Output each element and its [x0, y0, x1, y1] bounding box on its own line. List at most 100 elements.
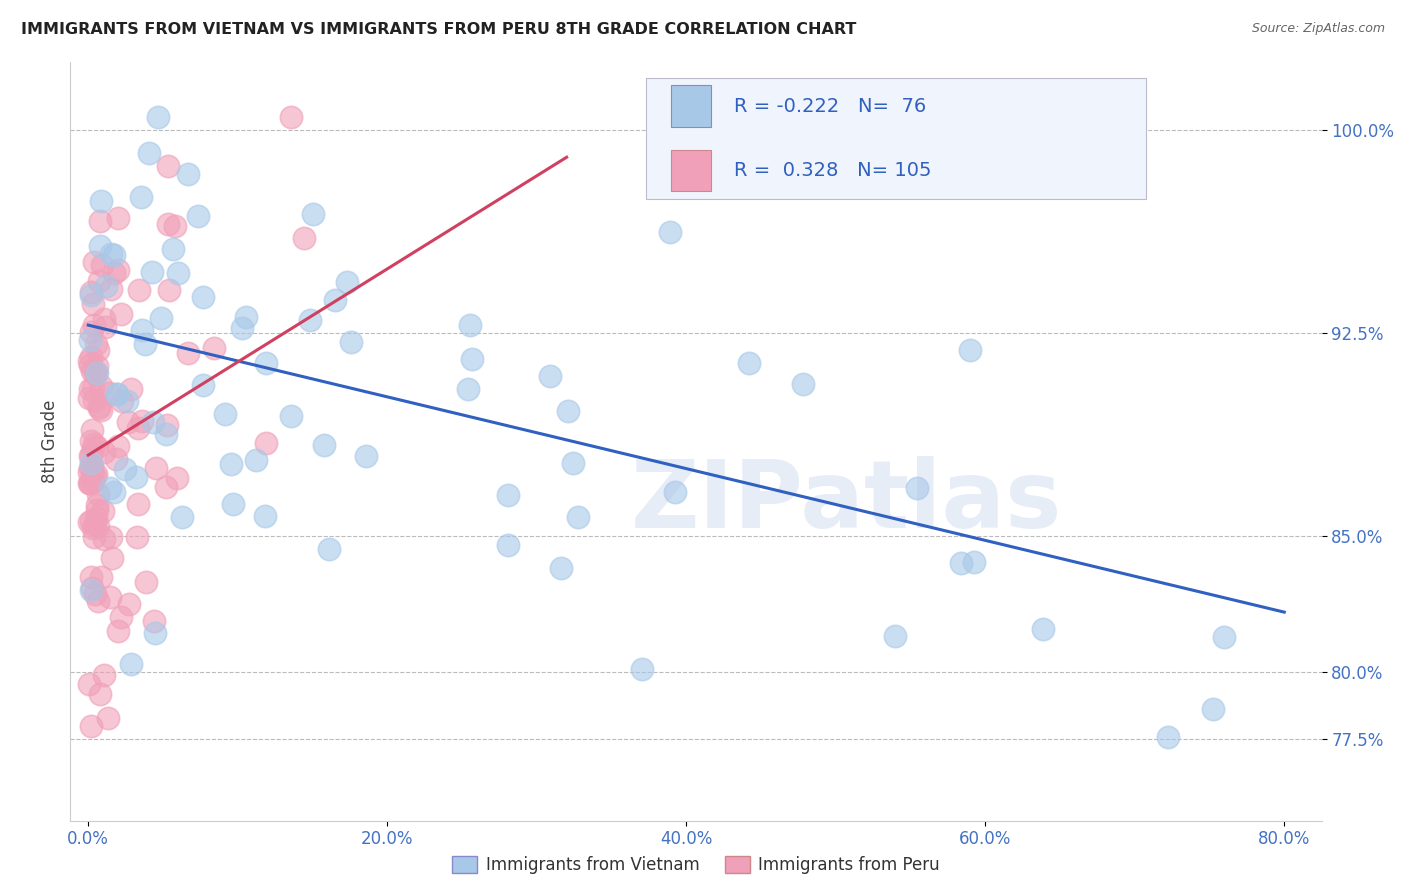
Point [89, 238, 111, 252]
Point [82, 296, 104, 310]
Point [79, 358, 101, 372]
Point [89, 274, 111, 288]
Point [97, 711, 120, 725]
Point [457, 383, 479, 397]
Point [253, 508, 276, 523]
Point [354, 450, 377, 464]
Point [143, 614, 166, 628]
Point [83, 436, 105, 450]
Point [561, 456, 583, 470]
Point [80, 719, 103, 733]
FancyBboxPatch shape [645, 78, 1146, 199]
Point [80, 325, 103, 339]
Point [107, 211, 129, 225]
Point [125, 530, 148, 544]
Point [498, 488, 520, 502]
Point [79, 514, 101, 528]
Point [77, 515, 100, 529]
Point [138, 146, 160, 161]
Point [86, 467, 108, 482]
Point [235, 310, 257, 324]
Point [83, 518, 105, 533]
Point [105, 387, 128, 401]
Point [82, 581, 104, 595]
Point [314, 438, 336, 452]
Bar [671, 85, 711, 127]
Point [959, 343, 981, 357]
Point [86, 498, 108, 512]
Point [93, 311, 115, 326]
Point [79, 461, 101, 475]
Point [117, 415, 139, 429]
Point [141, 264, 163, 278]
Point [294, 230, 316, 244]
Point [80, 570, 103, 584]
Point [86, 503, 108, 517]
Point [167, 266, 190, 280]
Point [631, 662, 654, 676]
Point [157, 159, 180, 173]
Point [963, 555, 986, 569]
Point [84, 367, 107, 381]
Point [103, 485, 125, 500]
Point [134, 337, 156, 351]
Point [98, 481, 121, 495]
Point [89, 687, 111, 701]
Point [187, 209, 209, 223]
Point [1032, 622, 1054, 636]
Point [146, 110, 169, 124]
Point [131, 190, 153, 204]
Point [737, 355, 759, 369]
Y-axis label: 8th Grade: 8th Grade [41, 400, 59, 483]
Point [219, 457, 242, 471]
Point [93, 504, 115, 518]
Point [86, 337, 108, 351]
Point [91, 259, 114, 273]
Point [110, 307, 132, 321]
Point [100, 246, 122, 260]
Point [83, 318, 105, 333]
Point [280, 110, 302, 124]
Point [202, 341, 225, 355]
Point [80, 423, 103, 437]
Point [79, 475, 101, 490]
Point [80, 434, 103, 448]
Point [82, 442, 104, 457]
Point [90, 569, 112, 583]
Text: ZIPatlas: ZIPatlas [630, 456, 1062, 549]
Point [86, 343, 108, 358]
Point [149, 310, 172, 325]
Point [107, 439, 129, 453]
Point [254, 436, 277, 450]
Point [664, 484, 686, 499]
Point [155, 480, 177, 494]
Point [79, 382, 101, 396]
Point [87, 518, 110, 533]
Point [98, 590, 121, 604]
Point [143, 625, 166, 640]
Point [299, 312, 322, 326]
Point [1157, 730, 1180, 744]
Point [117, 394, 139, 409]
Point [107, 624, 129, 639]
Point [245, 453, 267, 467]
Point [80, 287, 103, 301]
Point [100, 530, 122, 544]
Point [79, 450, 101, 464]
Point [142, 416, 165, 430]
Point [80, 351, 103, 365]
Point [905, 481, 928, 495]
Point [86, 511, 108, 525]
Point [222, 497, 245, 511]
Point [254, 356, 277, 370]
Point [77, 391, 100, 405]
Point [86, 366, 108, 380]
Point [157, 283, 180, 297]
Point [155, 426, 177, 441]
Point [82, 381, 104, 395]
Point [340, 334, 363, 349]
Bar [671, 150, 711, 191]
Point [1213, 630, 1236, 644]
Point [166, 471, 188, 485]
Point [120, 382, 142, 396]
